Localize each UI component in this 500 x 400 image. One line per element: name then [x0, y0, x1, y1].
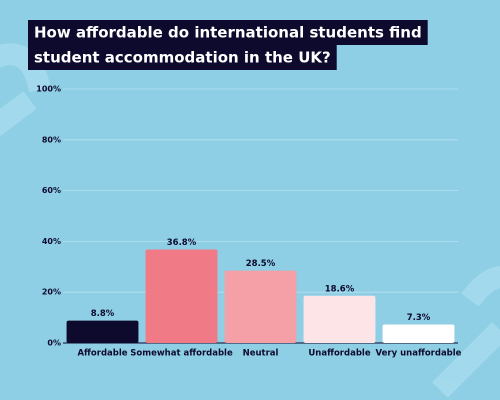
chart-title: student accommodation in the UK?	[34, 49, 331, 67]
x-tick-label: Affordable	[77, 349, 127, 359]
y-tick-label: 100%	[36, 85, 61, 94]
y-tick-label: 80%	[42, 135, 61, 144]
bar	[382, 324, 455, 343]
value-label: 18.6%	[325, 284, 355, 294]
x-tick-label: Neutral	[243, 349, 279, 359]
y-tick-label: 20%	[42, 288, 61, 297]
deco-arc	[0, 43, 51, 93]
chart-title: How affordable do international students…	[34, 24, 422, 42]
value-label: 7.3%	[407, 313, 431, 323]
decoration	[0, 43, 500, 398]
value-label: 8.8%	[91, 309, 115, 319]
deco-stripe	[0, 91, 37, 137]
deco-arc	[461, 266, 500, 307]
plot-area: 0% 20% 40% 60% 80% 100% 8.8% Affordable 36.8% Som…	[36, 85, 461, 359]
deco-stripe	[432, 322, 500, 398]
x-tick-label: Somewhat affordable	[130, 349, 233, 359]
value-label: 36.8%	[167, 238, 197, 248]
y-tick-label: 60%	[42, 186, 61, 195]
title-box	[28, 45, 337, 70]
bar	[66, 320, 139, 343]
title: How affordable do international students…	[28, 20, 428, 70]
y-tick-label: 0%	[47, 339, 61, 348]
x-tick-label: Very unaffordable	[376, 349, 462, 359]
x-tick-label: Unaffordable	[308, 349, 370, 359]
bar	[303, 295, 376, 343]
bar	[224, 270, 297, 343]
bar	[145, 249, 218, 343]
value-label: 28.5%	[246, 259, 276, 269]
y-tick-label: 40%	[42, 237, 61, 246]
title-box	[28, 20, 428, 45]
